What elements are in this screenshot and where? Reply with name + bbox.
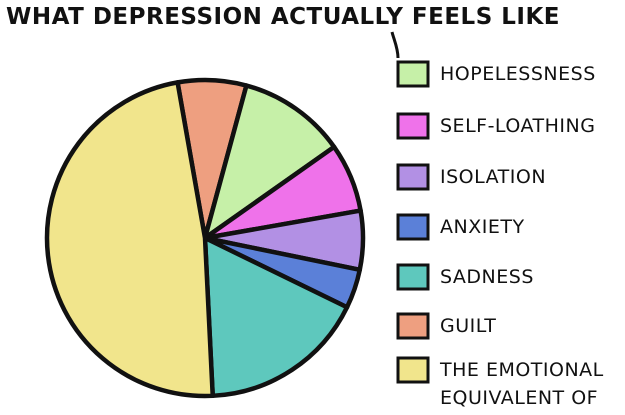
legend-label: ISOLATION [440, 166, 547, 188]
legend-label: HOPELESSNESS [440, 63, 596, 85]
pointer-line [390, 31, 400, 59]
legend-swatch [396, 112, 430, 140]
legend-label: SELF-LOATHING [440, 115, 596, 137]
legend-swatch [396, 356, 430, 384]
legend-swatch [396, 213, 430, 241]
chart-title: WHAT DEPRESSION ACTUALLY FEELS LIKE [6, 4, 561, 30]
pie-slice [202, 235, 350, 399]
legend-swatch [396, 60, 430, 88]
legend-label: ANXIETY [440, 216, 525, 238]
legend-label: THE EMOTIONAL EQUIVALENT OF [440, 359, 604, 409]
legend-swatch [396, 263, 430, 291]
legend-swatch [396, 312, 430, 340]
legend-label: SADNESS [440, 266, 534, 288]
legend-swatch [396, 163, 430, 191]
legend-label: GUILT [440, 315, 497, 337]
pie-slice [44, 80, 215, 399]
pie-slice [202, 83, 337, 241]
